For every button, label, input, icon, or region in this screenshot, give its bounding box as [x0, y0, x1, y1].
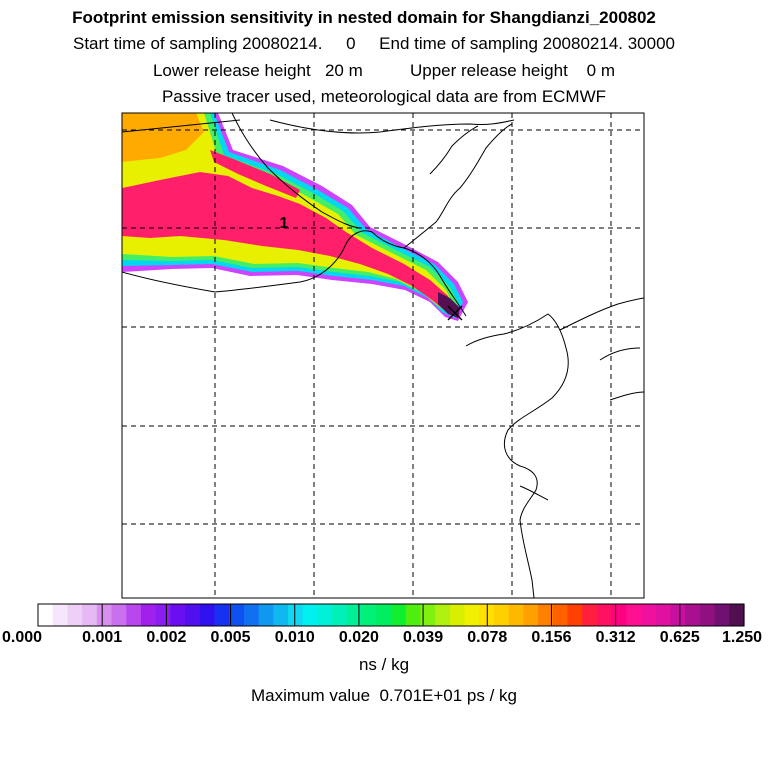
colorbar-tick-label: 0.039 [403, 629, 444, 646]
colorbar-tick-label: 0.000 [1, 629, 43, 646]
colorbar-segment [229, 604, 245, 626]
colorbar-segment [38, 604, 54, 626]
colorbar-segment [420, 604, 436, 626]
colorbar-segment [552, 604, 569, 626]
footprint-map: 1 [37, 112, 745, 627]
colorbar-segment [729, 604, 745, 626]
colorbar-segment [493, 604, 510, 626]
colorbar-segment [317, 604, 333, 626]
figure-title: Footprint emission sensitivity in nested… [72, 8, 656, 27]
colorbar-segment [126, 604, 142, 626]
colorbar-segment [258, 604, 274, 626]
colorbar-segment [288, 604, 304, 626]
graticule [122, 113, 644, 598]
colorbar-segment [596, 604, 613, 626]
colorbar-segment [611, 604, 627, 626]
colorbar-segment [346, 604, 363, 626]
colorbar-tick-label: 0.005 [210, 629, 251, 646]
colorbar-segment [435, 604, 451, 626]
colorbar-segment [111, 604, 127, 626]
colorbar-tick-label: 1.250 [721, 629, 763, 646]
colorbar-segment [214, 604, 230, 626]
colorbar-segment [508, 604, 524, 626]
colorbar-tick-label: 0.156 [531, 629, 572, 646]
tracer-info-line: Passive tracer used, meteorological data… [161, 87, 607, 106]
colorbar-tick-label: 0.010 [274, 629, 315, 646]
colorbar-segment [273, 604, 289, 626]
plume-red-core [122, 172, 452, 310]
colorbar-segment [582, 604, 598, 626]
colorbar-segment [332, 604, 348, 626]
colorbar-segment [405, 604, 422, 626]
colorbar-segment [464, 604, 480, 626]
receptor-marker [447, 305, 463, 321]
colorbar-segment [302, 604, 319, 626]
colorbar-segment [376, 604, 392, 626]
map-frame [121, 112, 645, 599]
colorbar-segment [185, 604, 201, 626]
colorbar-segment [538, 604, 554, 626]
colorbar-segment [243, 604, 260, 626]
colorbar-segment [685, 604, 701, 626]
colorbar-segment [670, 604, 686, 626]
colorbar-segment [391, 604, 407, 626]
colorbar-segment [52, 604, 69, 626]
colorbar-segment [699, 604, 716, 626]
plume-red-upper [210, 150, 300, 198]
colorbar-tick-label: 0.078 [467, 629, 508, 646]
colorbar-segment [155, 604, 171, 626]
colorbar-segment [170, 604, 186, 626]
colorbar-tick-label: 0.002 [146, 629, 187, 646]
colorbar-segment [655, 604, 672, 626]
contour-label: 1 [280, 215, 289, 232]
colorbar-segment [67, 604, 83, 626]
colorbar-segment [361, 604, 377, 626]
colorbar-segment [567, 604, 583, 626]
colorbar-tick-label: 0.001 [82, 629, 123, 646]
colorbar-segment [199, 604, 216, 626]
colorbar [37, 604, 745, 626]
colorbar-segment [449, 604, 466, 626]
colorbar-frame [37, 603, 745, 627]
colorbar-segment [641, 604, 657, 626]
sampling-time-line: Start time of sampling 20080214. 0 End t… [73, 34, 675, 53]
release-height-line: Lower release height 20 m Upper release … [152, 61, 616, 80]
colorbar-tick-label: 0.312 [595, 629, 636, 646]
colorbar-segment [82, 604, 98, 626]
colorbar-tick-label: 0.020 [338, 629, 379, 646]
plume-layer: 1 [122, 113, 644, 598]
maximum-value: Maximum value 0.701E+01 ps / kg [251, 686, 517, 705]
colorbar-segment [523, 604, 539, 626]
colorbar-segment [140, 604, 157, 626]
colorbar-segment [626, 604, 642, 626]
colorbar-segment [96, 604, 113, 626]
plume-peak [438, 292, 460, 318]
colorbar-units: ns / kg [358, 655, 410, 674]
colorbar-segment [714, 604, 730, 626]
colorbar-tick-label: 0.625 [659, 629, 700, 646]
